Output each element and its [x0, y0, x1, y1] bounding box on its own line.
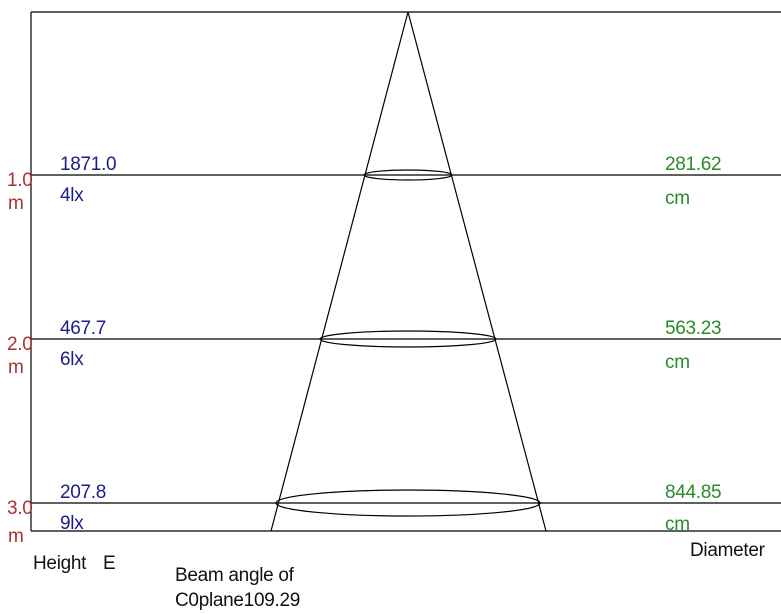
- beam-spot-ellipse-1: [363, 169, 453, 181]
- lux-unit-2: 6lx: [60, 349, 84, 370]
- diameter-unit-2: cm: [665, 352, 690, 373]
- height-column-label: Height: [33, 553, 87, 574]
- diameter-column-label: Diameter: [690, 540, 765, 561]
- diameter-value-1: 281.62: [665, 154, 722, 175]
- beam-angle-label-line1: Beam angle of: [175, 565, 294, 586]
- diameter-value-3: 844.85: [665, 482, 722, 503]
- height-value-1: 1.0: [7, 170, 33, 191]
- beam-cone-left-edge: [270, 11, 409, 532]
- height-unit-3: m: [8, 526, 24, 547]
- lux-unit-1: 4lx: [60, 185, 84, 206]
- diameter-value-2: 563.23: [665, 318, 722, 339]
- diameter-unit-3: cm: [665, 514, 690, 535]
- lux-value-3: 207.8: [60, 482, 107, 503]
- lux-value-1: 1871.0: [60, 154, 117, 175]
- height-unit-2: m: [8, 357, 24, 378]
- beam-angle-label-line2: C0plane109.29: [175, 590, 300, 611]
- illuminance-column-label: E: [103, 553, 116, 574]
- beam-spot-ellipse-2: [319, 330, 497, 348]
- height-value-3: 3.0: [7, 498, 33, 519]
- height-value-2: 2.0: [7, 334, 33, 355]
- beam-cone-right-edge: [407, 11, 547, 532]
- lux-value-2: 467.7: [60, 318, 107, 339]
- diameter-unit-1: cm: [665, 188, 690, 209]
- lux-unit-3: 9lx: [60, 513, 84, 534]
- height-unit-1: m: [8, 193, 24, 214]
- beam-spot-ellipse-3: [275, 489, 541, 517]
